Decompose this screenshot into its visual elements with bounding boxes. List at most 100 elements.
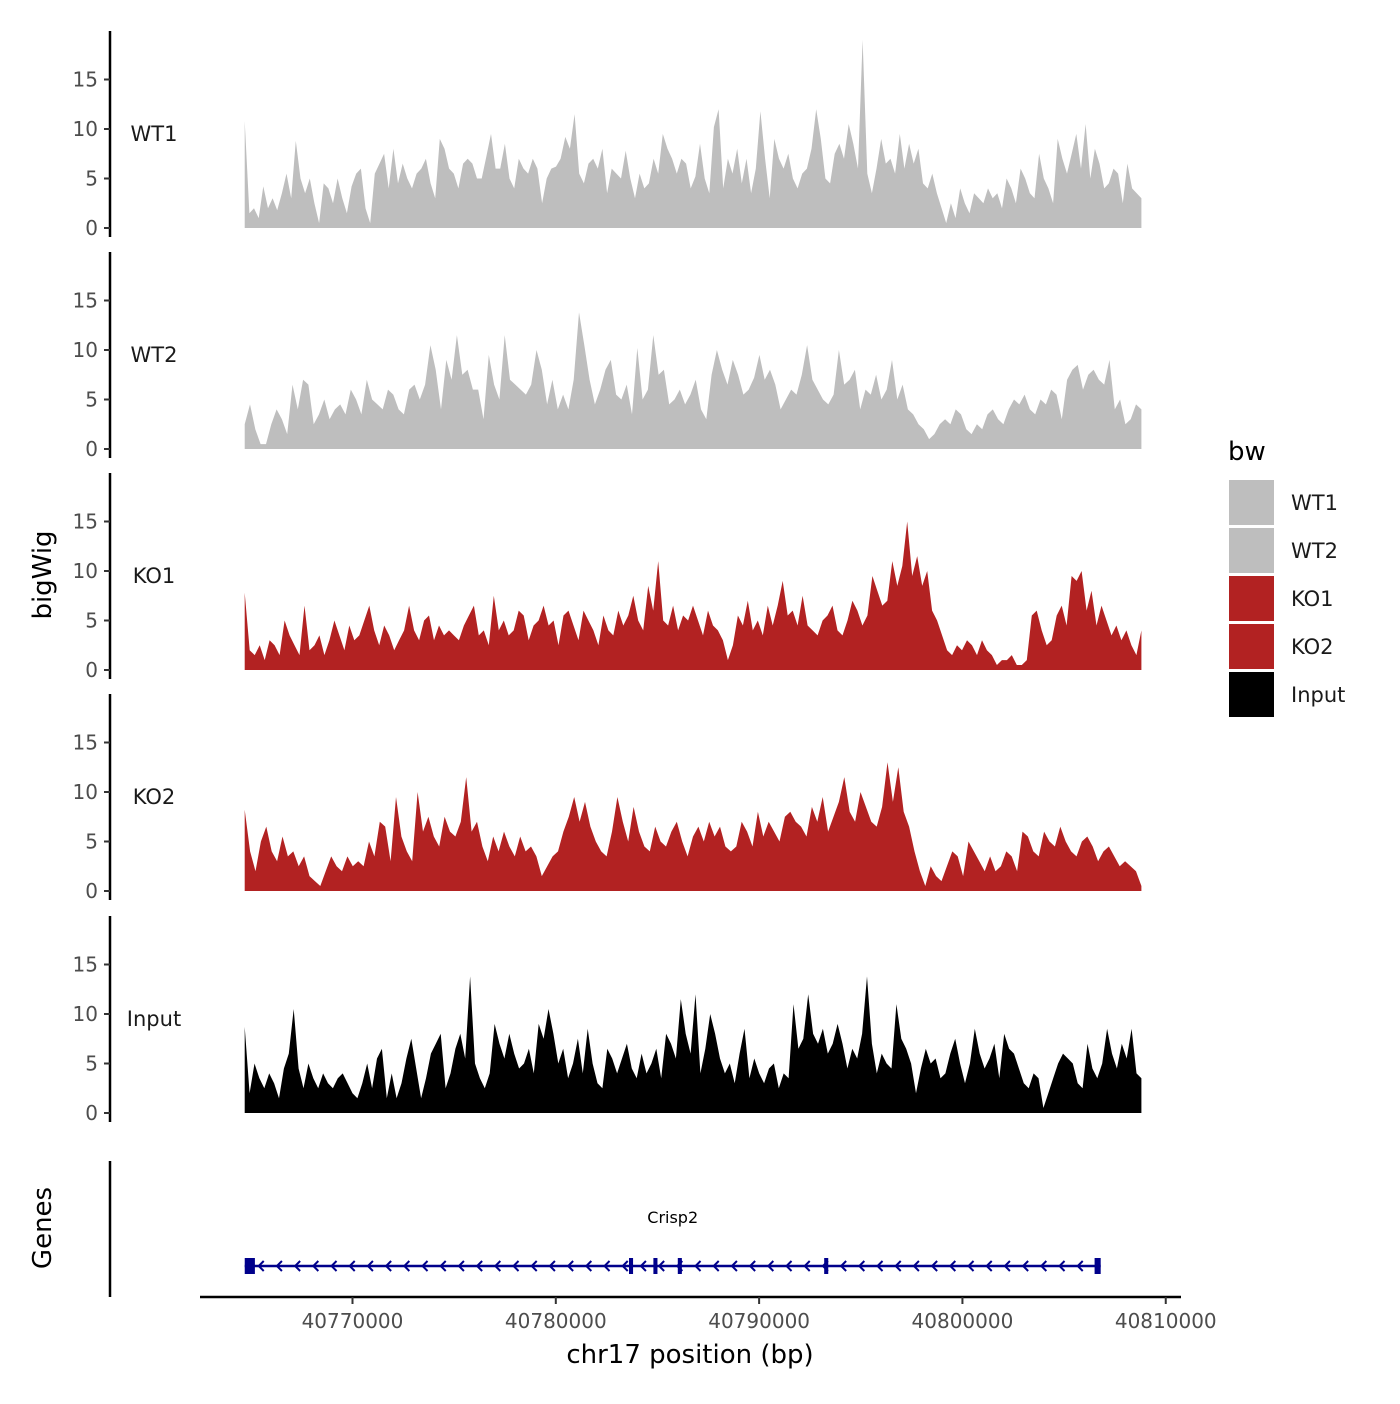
strand-arrow xyxy=(421,1260,429,1272)
strand-arrow xyxy=(967,1260,975,1272)
legend-label-ko1: KO1 xyxy=(1291,587,1334,611)
area-wt2 xyxy=(244,312,1142,449)
y-tick-label: 5 xyxy=(85,1052,98,1076)
x-tick-label: 40790000 xyxy=(708,1309,810,1333)
track-ko1: 0 5 10 15 KO1 xyxy=(73,473,1142,682)
area-ko1 xyxy=(244,521,1142,670)
strand-arrow xyxy=(439,1260,447,1272)
y-tick-label: 5 xyxy=(85,830,98,854)
strand-arrow xyxy=(457,1260,465,1272)
x-tick-label: 40810000 xyxy=(1115,1309,1217,1333)
strand-arrow xyxy=(948,1260,957,1272)
y-tick-label: 15 xyxy=(73,953,98,977)
y-axis-title: bigWig xyxy=(28,530,58,619)
x-axis-title: chr17 position (bp) xyxy=(566,1340,813,1370)
legend: bw WT1 WT2 KO1 KO2 Input xyxy=(1228,437,1345,717)
strand-arrow xyxy=(566,1260,574,1272)
y-tick-label: 5 xyxy=(85,609,98,633)
strand-arrow xyxy=(384,1260,392,1272)
track-wt1: 0 5 10 15 WT1 xyxy=(73,31,1142,240)
y-tick-label: 10 xyxy=(73,1002,98,1026)
strand-arrow xyxy=(712,1260,720,1272)
genes-axis-title: Genes xyxy=(28,1187,58,1269)
strand-arrow xyxy=(694,1260,702,1272)
y-tick-label: 10 xyxy=(73,117,98,141)
strand-arrow xyxy=(730,1260,738,1272)
strand-arrow xyxy=(912,1260,920,1272)
gene-track: Crisp2 xyxy=(108,1161,1101,1297)
track-wt2: 0 5 10 15 WT2 xyxy=(73,252,1142,461)
strand-arrow xyxy=(330,1260,338,1272)
track-label-ko1: KO1 xyxy=(133,564,176,588)
legend-label-ko2: KO2 xyxy=(1291,635,1334,659)
strand-arrow xyxy=(257,1260,265,1272)
x-tick-label: 40770000 xyxy=(302,1309,404,1333)
track-panels: 0 5 10 15 WT1 0 5 10 15 WT2 0 5 10 15 KO1 0 5 10 15 KO2 0 5 10… xyxy=(73,31,1142,1125)
y-tick-label: 5 xyxy=(85,388,98,412)
strand-arrow xyxy=(876,1260,884,1272)
strand-arrow xyxy=(311,1260,320,1272)
strand-arrow xyxy=(803,1260,811,1272)
area-input xyxy=(244,976,1142,1113)
strand-arrow xyxy=(1039,1260,1048,1272)
gene-exon xyxy=(677,1258,682,1274)
strand-arrow xyxy=(857,1260,866,1272)
legend-label-input: Input xyxy=(1291,683,1345,707)
track-label-wt1: WT1 xyxy=(131,122,178,146)
area-wt1 xyxy=(244,39,1142,229)
track-ko2: 0 5 10 15 KO2 xyxy=(73,694,1142,903)
strand-arrow xyxy=(275,1260,283,1272)
strand-arrow xyxy=(766,1260,775,1272)
gene-exon xyxy=(628,1258,634,1274)
strand-arrow xyxy=(603,1260,611,1272)
strand-arrow xyxy=(366,1260,374,1272)
strand-arrow xyxy=(985,1260,993,1272)
legend-swatch-wt2 xyxy=(1229,528,1274,573)
track-label-wt2: WT2 xyxy=(131,343,178,367)
y-tick-label: 0 xyxy=(85,437,98,461)
strand-arrow xyxy=(584,1260,593,1272)
strand-arrow xyxy=(293,1260,301,1272)
gene-exon xyxy=(1094,1258,1101,1274)
strand-arrow xyxy=(530,1260,538,1272)
strand-arrow xyxy=(894,1260,902,1272)
track-label-input: Input xyxy=(127,1007,181,1031)
strand-arrow xyxy=(1076,1260,1084,1272)
gene-exon xyxy=(244,1258,255,1274)
y-tick-label: 15 xyxy=(73,68,98,92)
strand-arrow xyxy=(1003,1260,1011,1272)
strand-arrow xyxy=(475,1260,483,1272)
strand-arrow xyxy=(1021,1260,1029,1272)
legend-label-wt1: WT1 xyxy=(1291,491,1338,515)
legend-swatch-wt1 xyxy=(1229,480,1274,525)
y-tick-label: 0 xyxy=(85,658,98,682)
legend-label-wt2: WT2 xyxy=(1291,539,1338,563)
strand-arrow xyxy=(621,1260,629,1272)
y-tick-label: 15 xyxy=(73,289,98,313)
strand-arrow xyxy=(930,1260,938,1272)
strand-arrow xyxy=(748,1260,756,1272)
strand-arrow xyxy=(839,1260,847,1272)
y-tick-label: 0 xyxy=(85,216,98,240)
strand-arrow xyxy=(348,1260,356,1272)
strand-arrow xyxy=(548,1260,556,1272)
y-tick-label: 0 xyxy=(85,879,98,903)
strand-arrow xyxy=(493,1260,502,1272)
strand-arrow xyxy=(639,1260,647,1272)
legend-title: bw xyxy=(1228,437,1266,467)
strand-arrow xyxy=(1058,1260,1066,1272)
x-tick-label: 40800000 xyxy=(912,1309,1014,1333)
strand-arrow xyxy=(785,1260,793,1272)
strand-arrow xyxy=(402,1260,411,1272)
area-ko2 xyxy=(244,762,1142,891)
y-tick-label: 0 xyxy=(85,1101,98,1125)
x-axis: 40770000 40780000 40790000 40800000 40810000 xyxy=(200,1295,1217,1333)
y-tick-label: 15 xyxy=(73,731,98,755)
y-tick-label: 5 xyxy=(85,167,98,191)
y-tick-label: 10 xyxy=(73,338,98,362)
gene-exon xyxy=(824,1258,829,1274)
track-label-ko2: KO2 xyxy=(133,785,176,809)
gene-exon xyxy=(653,1258,658,1274)
y-tick-label: 15 xyxy=(73,510,98,534)
